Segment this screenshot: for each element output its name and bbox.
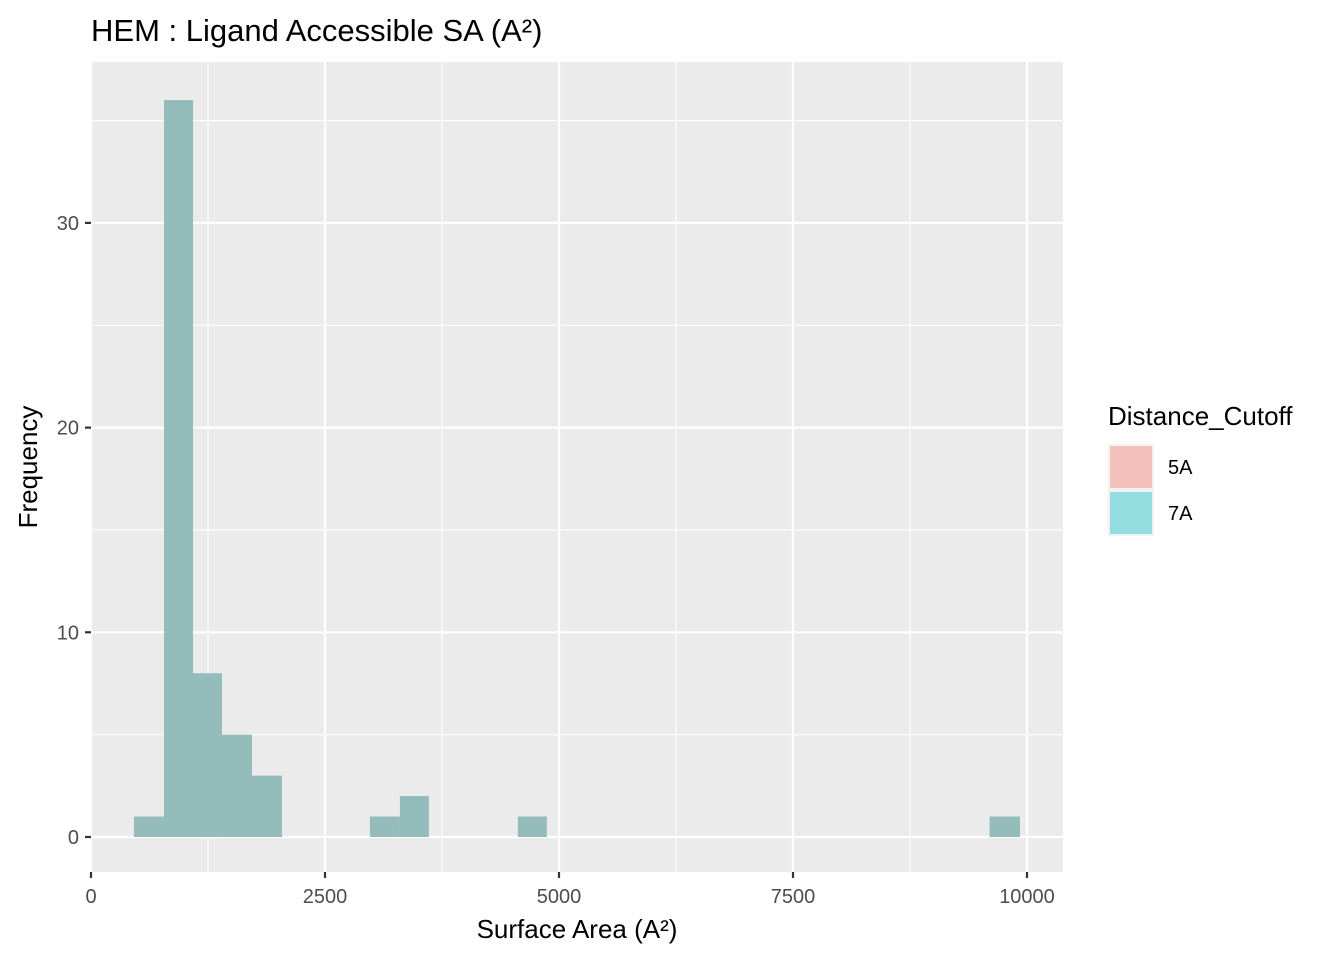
x-tick-label: 10000 — [999, 886, 1055, 908]
histogram-bar — [251, 775, 282, 837]
y-tick-label: 20 — [57, 418, 79, 440]
y-tick-label: 30 — [57, 213, 79, 235]
x-axis: 0 2500 5000 7500 10000 — [85, 872, 1055, 908]
legend-swatch-5A — [1110, 446, 1152, 488]
legend-title: Distance_Cutoff — [1108, 401, 1293, 431]
histogram-bar — [164, 100, 194, 837]
x-tick-label: 0 — [85, 886, 96, 908]
legend: Distance_Cutoff 5A 7A — [1108, 401, 1293, 536]
y-axis: 0 10 20 30 — [57, 213, 91, 849]
grid-minor — [91, 62, 1063, 872]
legend-label-5A: 5A — [1168, 457, 1193, 479]
histogram-bar — [989, 816, 1020, 837]
y-axis-title: Frequency — [13, 406, 43, 529]
legend-swatch-7A — [1110, 492, 1152, 534]
histogram-bar — [133, 816, 165, 837]
grid-major — [89, 62, 1063, 872]
y-tick-label: 0 — [68, 827, 79, 849]
x-tick-label: 5000 — [537, 886, 582, 908]
x-tick-label: 2500 — [303, 886, 348, 908]
histogram-bars — [133, 100, 1020, 837]
x-axis-title: Surface Area (A²) — [477, 914, 678, 944]
legend-label-7A: 7A — [1168, 503, 1193, 525]
histogram-bar — [193, 673, 223, 837]
chart-title: HEM : Ligand Accessible SA (A²) — [91, 13, 542, 48]
y-tick-label: 10 — [57, 622, 79, 644]
histogram-bar — [517, 816, 547, 837]
histogram-bar — [369, 816, 400, 837]
plot-panel — [91, 62, 1063, 872]
histogram-bar — [222, 734, 252, 837]
x-tick-label: 7500 — [771, 886, 816, 908]
histogram-bar — [399, 796, 429, 837]
